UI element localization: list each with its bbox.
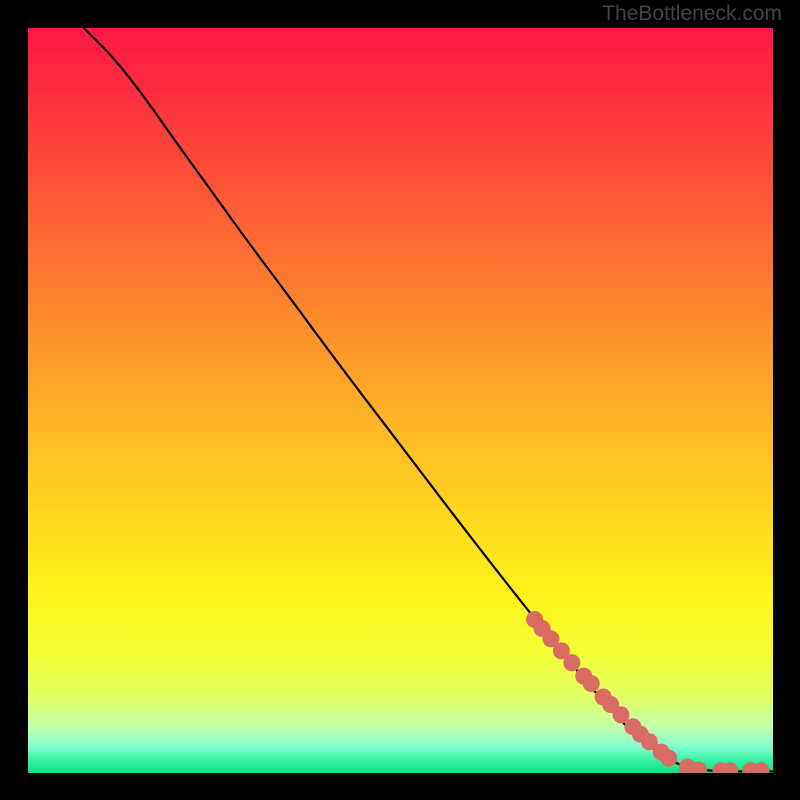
marker-dot [563, 654, 580, 671]
curve-line [84, 28, 773, 772]
chart-frame: TheBottleneck.com [0, 0, 800, 800]
watermark-text: TheBottleneck.com [602, 2, 782, 26]
plot-area [28, 28, 773, 773]
marker-dot [660, 750, 677, 767]
plot-overlay-svg [28, 28, 773, 773]
marker-dot [583, 675, 600, 692]
marker-group [526, 611, 769, 773]
